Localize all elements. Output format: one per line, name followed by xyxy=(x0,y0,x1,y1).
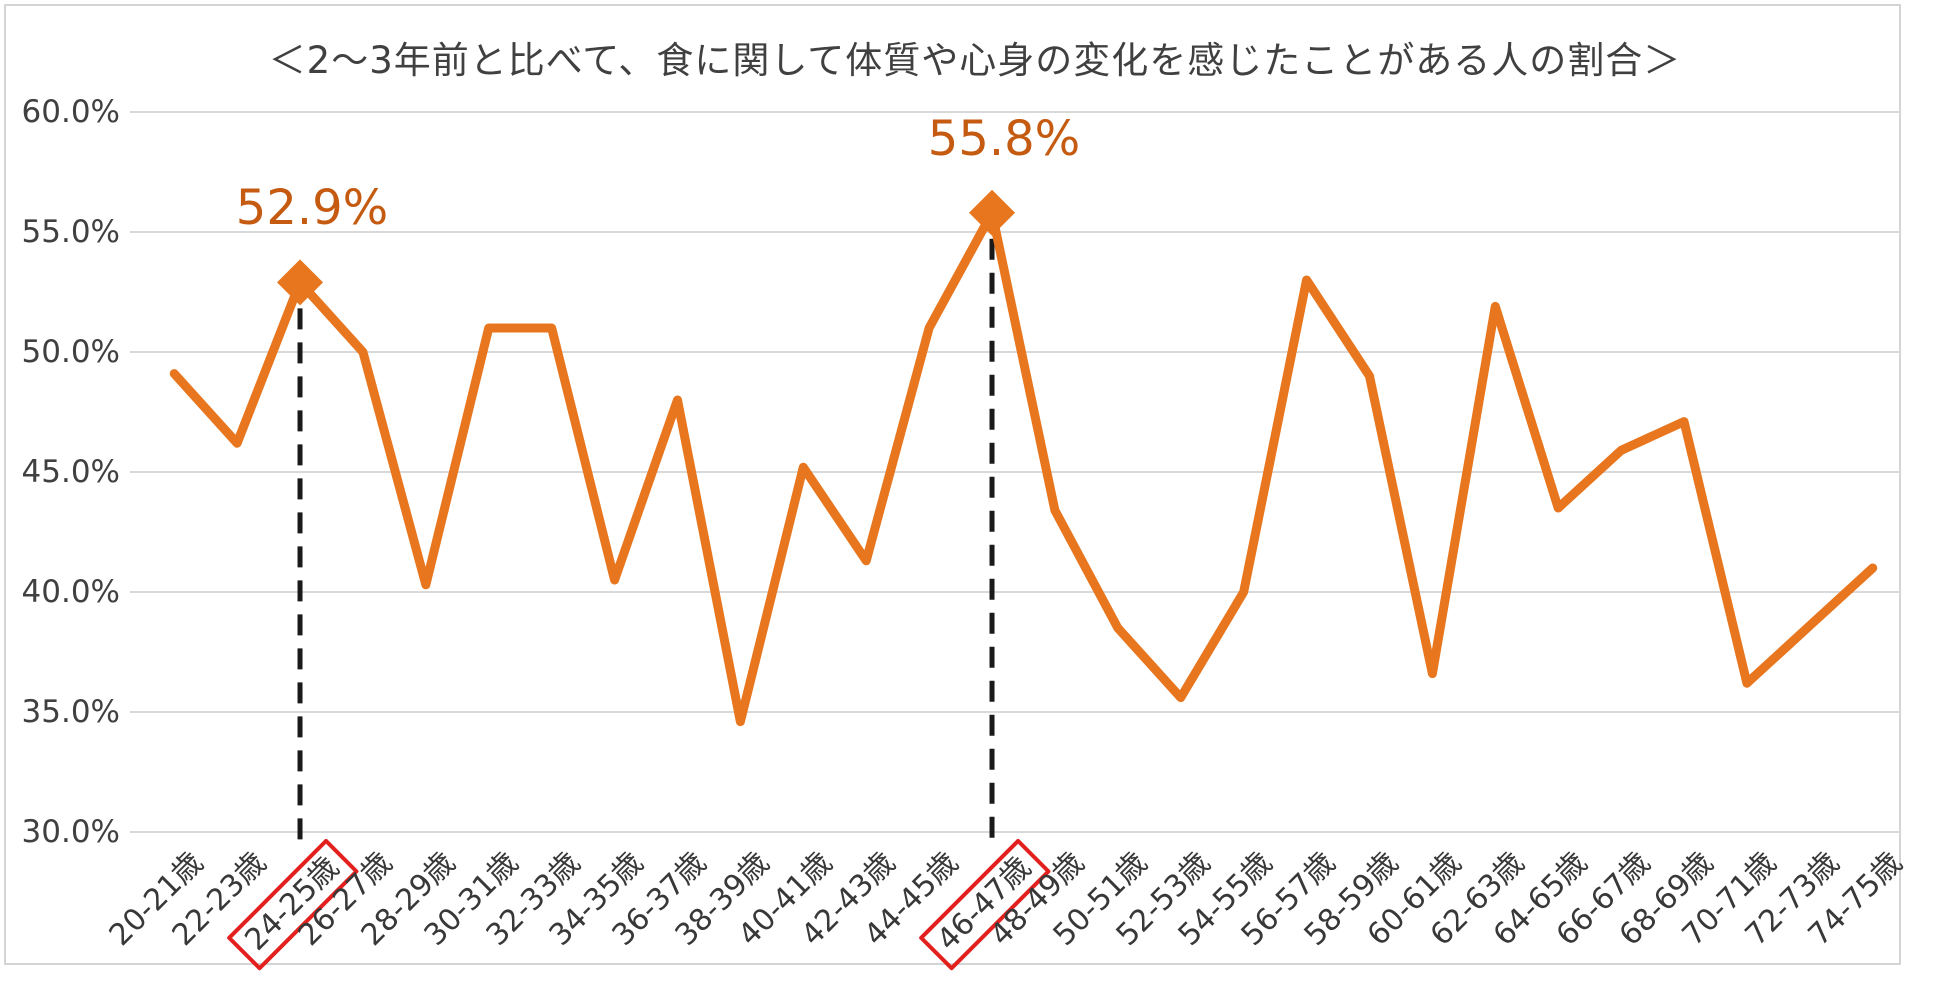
trend-line xyxy=(169,208,1878,727)
peak-value-label: 55.8% xyxy=(927,110,1081,167)
y-tick-label: 55.0% xyxy=(21,214,120,250)
y-tick-label: 35.0% xyxy=(21,694,120,730)
chart-title: ＜2～3年前と比べて、食に関して体質や心身の変化を感じたことがある人の割合＞ xyxy=(268,39,1682,82)
y-tick-label: 45.0% xyxy=(21,454,120,490)
peak-value-label: 52.9% xyxy=(235,180,389,237)
marker-diamond xyxy=(969,189,1016,236)
y-tick-label: 60.0% xyxy=(21,94,120,130)
y-tick-label: 40.0% xyxy=(21,574,120,610)
y-tick-label: 30.0% xyxy=(21,814,120,850)
y-tick-label: 50.0% xyxy=(21,334,120,370)
marker-diamond xyxy=(277,259,324,306)
